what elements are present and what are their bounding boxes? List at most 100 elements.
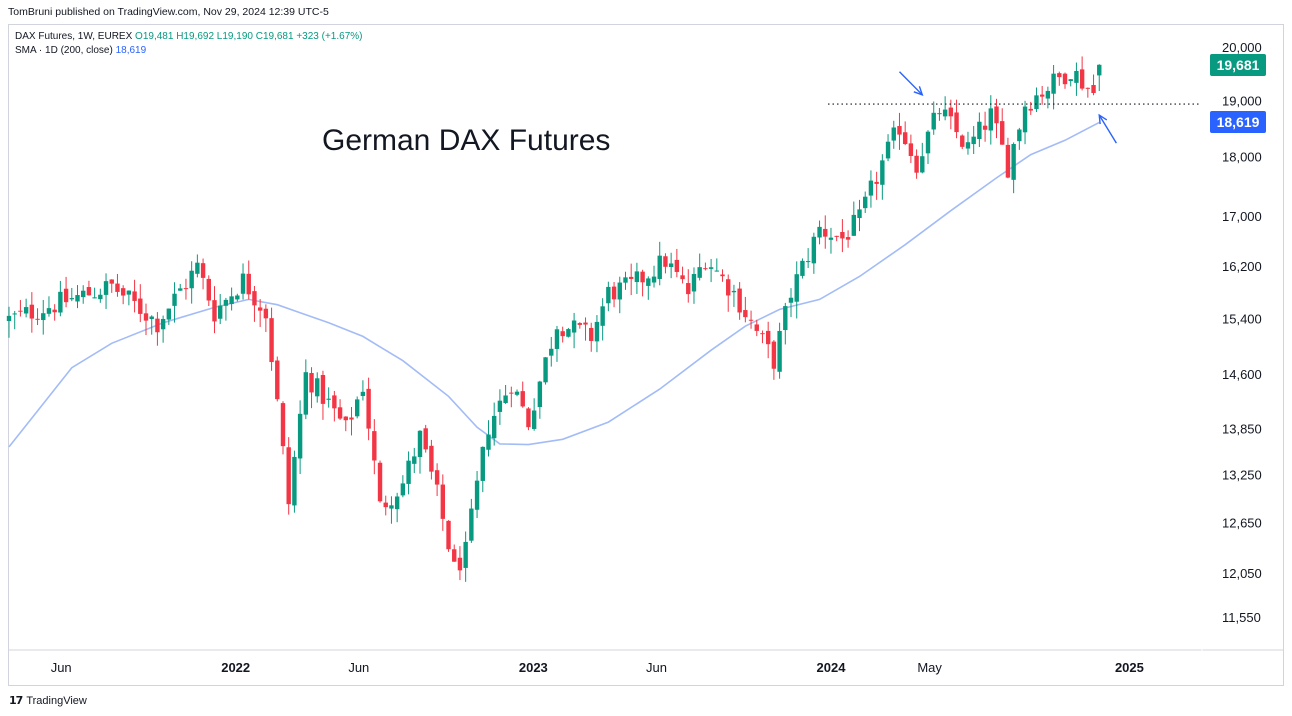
symbol-legend-row[interactable]: DAX Futures, 1W, EUREX O19,481 H19,692 L… <box>15 30 363 44</box>
candle <box>668 252 674 279</box>
candle <box>988 95 993 145</box>
sma-value: 18,619 <box>115 45 147 56</box>
candle <box>834 235 839 242</box>
time-tick-label: Jun <box>646 660 667 675</box>
candle <box>965 131 971 155</box>
candle <box>680 266 685 284</box>
candle <box>263 304 269 333</box>
brand-name: TradingView <box>26 694 87 707</box>
price-axis[interactable]: 20,000 19,000 18,000 17,000 16,200 15,400 14,6… <box>1222 40 1262 625</box>
candle <box>235 293 240 302</box>
candle <box>1039 85 1045 105</box>
time-axis[interactable]: Jun 2022 Jun 2023 Jun 2024 May 2025 <box>51 660 1144 675</box>
candle <box>257 299 263 327</box>
sma-layer <box>8 121 1100 448</box>
candle <box>863 191 868 213</box>
candle <box>794 261 799 319</box>
candle <box>628 263 634 296</box>
candle <box>805 248 811 268</box>
candle <box>971 126 976 154</box>
candle <box>788 288 794 318</box>
candle <box>703 262 708 271</box>
candle <box>1045 86 1051 109</box>
candle <box>309 367 314 409</box>
candle <box>771 340 777 380</box>
price-tick-label: 15,400 <box>1222 311 1262 326</box>
chart-frame <box>8 24 1284 686</box>
candle <box>931 101 936 135</box>
candle <box>691 267 697 304</box>
candle <box>708 258 714 283</box>
candle <box>109 279 114 293</box>
candle <box>840 219 845 253</box>
candle <box>697 253 702 281</box>
candle <box>549 336 554 367</box>
footer[interactable]: 𝟭𝟳 TradingView <box>9 694 87 708</box>
candle <box>486 420 491 457</box>
candle <box>1022 100 1028 145</box>
tradingview-logo-icon: 𝟭𝟳 <box>9 695 23 707</box>
candle <box>960 134 965 150</box>
time-tick-label: 2024 <box>817 660 847 675</box>
sma-price-badge: 18,619 <box>1210 111 1266 134</box>
candle <box>103 273 109 310</box>
candle <box>640 269 645 297</box>
candle <box>58 280 63 317</box>
candle <box>851 201 857 237</box>
candle <box>977 112 982 148</box>
candle <box>1085 87 1091 98</box>
candle <box>292 450 297 513</box>
candle <box>23 298 29 318</box>
candle <box>902 121 908 146</box>
candle <box>726 274 731 312</box>
candle <box>623 271 628 290</box>
candle <box>183 278 189 300</box>
candle <box>474 470 480 519</box>
candle <box>634 262 640 294</box>
candle <box>457 546 463 581</box>
candle <box>554 325 560 362</box>
candle <box>503 384 508 404</box>
candle <box>1051 64 1056 110</box>
candle <box>617 276 622 314</box>
candle <box>354 396 360 419</box>
candle <box>731 284 737 307</box>
candle <box>400 475 406 498</box>
candle <box>143 303 149 336</box>
candle <box>463 531 468 582</box>
sma-legend-row[interactable]: SMA · 1D (200, close) 18,619 <box>15 44 363 58</box>
chart-legend: DAX Futures, 1W, EUREX O19,481 H19,692 L… <box>15 30 363 58</box>
candle <box>469 498 474 543</box>
candle <box>280 401 286 455</box>
candle <box>126 290 132 306</box>
price-tick-label: 16,200 <box>1222 259 1262 274</box>
candle <box>600 298 605 341</box>
candle <box>937 107 942 121</box>
candle <box>18 300 23 317</box>
candle <box>452 544 457 562</box>
candle <box>760 330 765 344</box>
candle <box>178 283 183 291</box>
candle <box>1068 79 1073 87</box>
sma-label: SMA · 1D (200, close) <box>15 45 113 56</box>
candle <box>531 398 537 431</box>
candle <box>406 451 411 495</box>
candle <box>92 287 97 299</box>
annotation-layer <box>828 71 1200 144</box>
candle <box>823 215 828 249</box>
candle <box>417 430 423 474</box>
candle <box>440 474 446 531</box>
price-tick-label: 17,000 <box>1222 209 1262 224</box>
candle <box>6 306 12 338</box>
candle <box>1091 74 1096 96</box>
candle <box>252 285 257 322</box>
candle <box>765 321 771 359</box>
candle <box>52 304 57 321</box>
candle <box>223 297 229 321</box>
candle <box>606 281 611 312</box>
candle <box>885 134 891 162</box>
candle <box>1005 137 1011 179</box>
candle <box>189 261 194 304</box>
candle <box>674 248 680 278</box>
